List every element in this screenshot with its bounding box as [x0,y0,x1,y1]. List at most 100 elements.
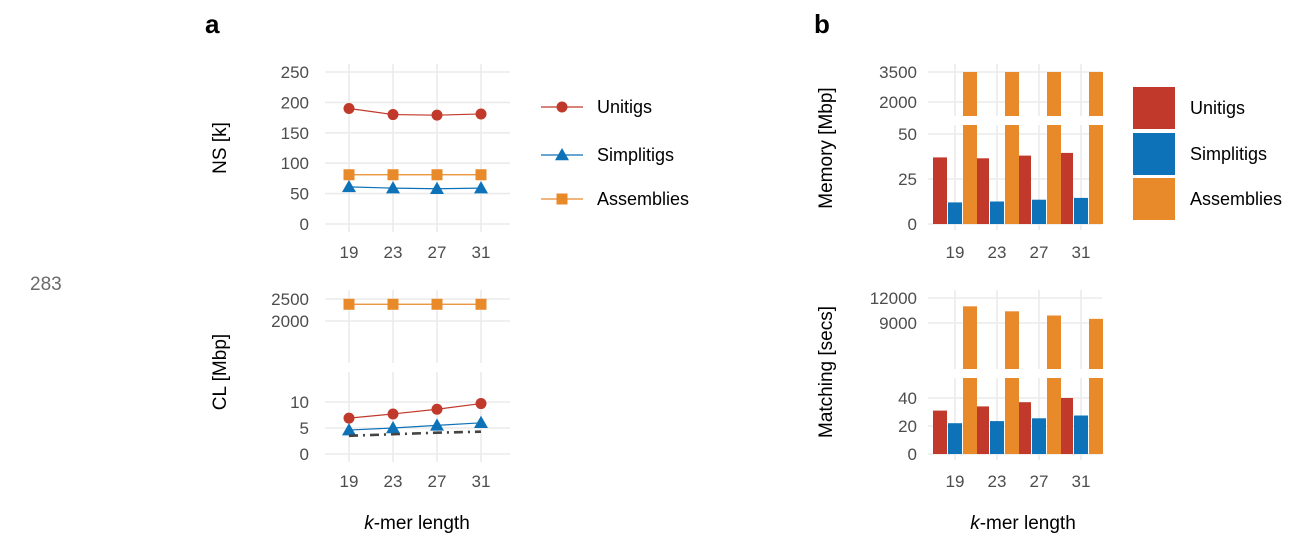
y-tick-label: 150 [281,124,309,143]
legend-swatch-simplitigs [1133,133,1175,175]
x-tick-label: 27 [428,243,447,262]
point-simplitigs [474,415,488,429]
bar-assemblies [1089,378,1103,454]
x-tick-label: 31 [472,243,491,262]
y-tick-label: 250 [281,63,309,82]
bar-assemblies-upper [1089,318,1103,369]
bar-simplitigs [948,202,962,224]
point-unitigs [431,109,443,121]
series-line-unitigs [348,107,482,116]
legend-label-unitigs: Unitigs [1190,98,1245,118]
y-tick-label: 0 [300,215,309,234]
point-assemblies [475,169,487,181]
bar-unitigs [933,410,947,454]
x-tick-label: 27 [428,472,447,491]
bar-assemblies-upper [1089,72,1103,116]
bar-simplitigs [1074,415,1088,454]
point-unitigs [431,403,443,415]
point-assemblies [343,169,355,181]
x-axis-title: k-mer length [364,513,470,534]
y-tick-label: 0 [908,215,917,234]
legend-label-simplitigs: Simplitigs [597,145,674,165]
y-tick-label: 3500 [879,63,917,82]
y-tick-label: 12000 [870,289,917,308]
bar-assemblies-upper [1047,72,1061,116]
bar-assemblies-upper [1005,72,1019,116]
bar-unitigs [1059,398,1073,454]
y-axis-title: Matching [secs] [816,306,837,438]
bar-simplitigs [948,423,962,454]
panel-label-b: b [814,9,830,39]
legend-marker-simplitigs [555,148,569,161]
bar-assemblies [1089,125,1103,224]
bar-unitigs [1017,155,1031,224]
point-simplitigs [430,418,444,431]
x-tick-label: 27 [1030,243,1049,262]
y-tick-label: 0 [908,445,917,464]
legend-label-assemblies: Assemblies [597,189,689,209]
point-assemblies [475,298,487,310]
bar-simplitigs [1032,418,1046,454]
y-tick-label: 200 [281,93,309,112]
y-tick-label: 10 [290,393,309,412]
point-assemblies [343,298,355,310]
series-line-unitigs [348,402,482,419]
legend-swatch-assemblies [1133,178,1175,220]
x-tick-label: 31 [1072,243,1091,262]
bar-simplitigs [1032,199,1046,224]
series-line-simplitigs [348,422,482,431]
bar-unitigs [1059,152,1073,224]
y-axis-title: CL [Mbp] [210,334,231,410]
panel-label-a: a [205,9,220,39]
x-tick-label: 19 [340,472,359,491]
legend-marker-unitigs [556,101,568,113]
bar-simplitigs [1074,197,1088,224]
y-tick-label: 0 [300,445,309,464]
x-tick-label: 23 [384,243,403,262]
bar-assemblies [1047,125,1061,224]
y-tick-label: 9000 [879,314,917,333]
bar-unitigs [975,158,989,224]
y-tick-label: 100 [281,154,309,173]
x-tick-label: 31 [1072,472,1091,491]
y-tick-label: 20 [898,417,917,436]
point-unitigs [343,412,355,424]
y-axis-title: Memory [Mbp] [816,87,837,208]
legend-marker-assemblies [556,193,568,205]
bar-simplitigs [990,421,1004,454]
bar-unitigs [933,157,947,224]
bar-unitigs [1017,402,1031,454]
point-simplitigs [386,421,400,434]
x-axis-title: k-mer length [970,513,1076,534]
bar-assemblies-upper [963,306,977,369]
bar-assemblies-upper [1047,315,1061,369]
x-tick-label: 31 [472,472,491,491]
legend-swatch-unitigs [1133,87,1175,129]
legend-label-simplitigs: Simplitigs [1190,144,1267,164]
y-tick-label: 2500 [271,290,309,309]
series-line-simplitigs [348,186,482,190]
point-unitigs [343,102,355,114]
point-simplitigs [430,181,444,194]
y-tick-label: 2000 [879,93,917,112]
x-tick-label: 23 [988,472,1007,491]
point-unitigs [387,408,399,420]
y-tick-label: 50 [898,125,917,144]
point-simplitigs [386,181,400,194]
point-assemblies [387,169,399,181]
bar-assemblies [963,125,977,224]
page-number: 283 [30,274,62,295]
point-simplitigs [342,179,356,193]
bar-assemblies [1047,378,1061,454]
point-unitigs [475,108,487,120]
bar-assemblies [963,378,977,454]
y-tick-label: 5 [300,419,309,438]
x-tick-label: 19 [946,243,965,262]
bar-unitigs [975,406,989,454]
bar-assemblies [1005,378,1019,454]
point-assemblies [387,298,399,310]
x-tick-label: 23 [988,243,1007,262]
point-unitigs [475,398,487,410]
point-unitigs [387,109,399,121]
